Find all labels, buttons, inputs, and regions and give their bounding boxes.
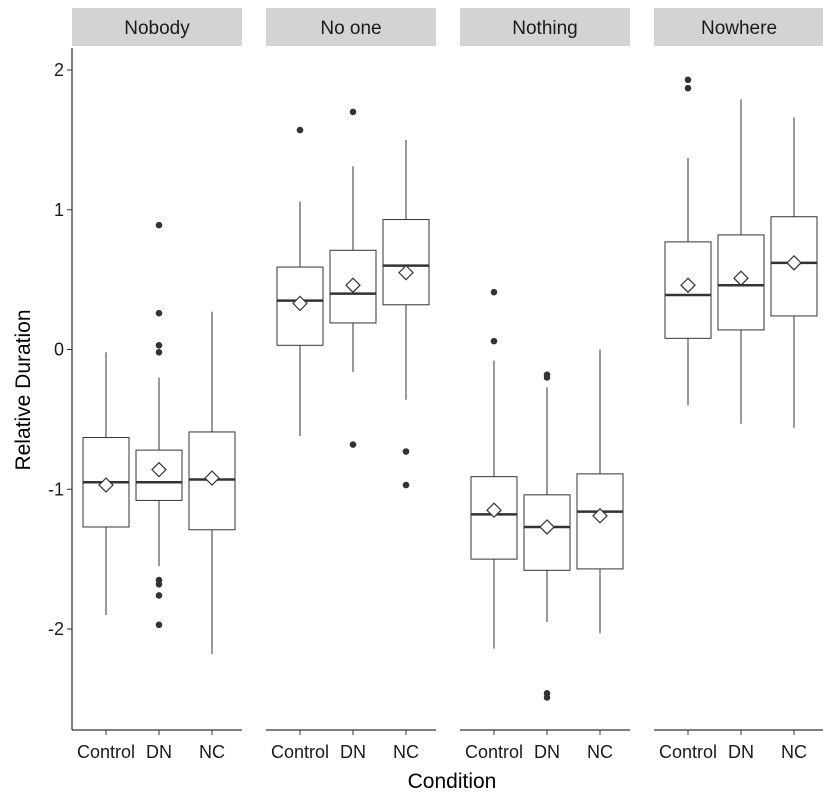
box-group: Control — [271, 126, 329, 762]
outlier-point — [543, 694, 551, 701]
mean-marker — [204, 470, 220, 486]
x-tick-label: NC — [393, 742, 419, 762]
y-axis-title: Relative Duration — [12, 309, 35, 470]
y-tick-label: 0 — [54, 340, 64, 360]
outlier-point — [296, 126, 304, 134]
box-group: DN — [717, 99, 765, 762]
x-tick-label: Control — [659, 742, 717, 762]
mean-marker — [680, 277, 696, 294]
facet-panel: Nobody Control DN NC — [72, 8, 242, 762]
mean-marker — [398, 264, 414, 281]
outlier-point — [155, 621, 163, 629]
box-group: DN — [135, 221, 183, 762]
facet-strip — [266, 8, 436, 46]
x-tick-label: DN — [146, 742, 172, 762]
outlier-point — [490, 337, 498, 345]
x-axis-title: Condition — [408, 770, 497, 793]
x-tick-label: DN — [728, 742, 754, 762]
outlier-point — [684, 76, 692, 84]
x-tick-label: Control — [271, 742, 329, 762]
x-tick-label: Control — [77, 742, 135, 762]
outlier-point — [349, 441, 357, 448]
facet-strip — [460, 8, 630, 46]
outlier-point — [402, 481, 410, 489]
y-tick-label: 1 — [54, 200, 64, 220]
box-group: NC — [576, 349, 624, 762]
mean-marker — [733, 270, 749, 287]
box-group: DN — [329, 108, 377, 762]
x-tick-label: DN — [340, 742, 366, 762]
facet-strip-label: Nowhere — [701, 18, 777, 39]
box-group: Control — [659, 76, 717, 762]
mean-marker — [539, 519, 555, 535]
y-tick-label: 2 — [54, 60, 64, 80]
x-tick-label: Control — [465, 742, 523, 762]
outlier-point — [155, 221, 163, 229]
x-tick-label: DN — [534, 742, 560, 762]
facet-panel: Nowhere Control DN NC — [654, 8, 823, 762]
outlier-point — [155, 309, 163, 317]
outlier-point — [684, 84, 692, 92]
facet-panel: No one Control DN NC — [266, 8, 436, 762]
y-tick-label: -2 — [48, 619, 64, 639]
facet-strip — [654, 8, 823, 46]
box-iqr — [770, 216, 818, 317]
facet-strip-label: No one — [320, 18, 381, 39]
outlier-point — [543, 374, 551, 381]
mean-marker — [151, 461, 167, 478]
mean-marker — [592, 507, 608, 524]
mean-marker — [98, 477, 114, 493]
mean-marker — [786, 255, 802, 271]
x-tick-label: NC — [781, 742, 807, 762]
facet-strip-label: Nothing — [512, 18, 578, 39]
y-tick-label: -1 — [48, 479, 64, 499]
box-group: NC — [770, 117, 818, 762]
outlier-point — [402, 448, 410, 455]
outlier-point — [155, 342, 163, 349]
box-group: NC — [382, 139, 430, 762]
mean-marker — [292, 295, 308, 312]
box-iqr — [382, 219, 430, 306]
mean-marker — [345, 277, 361, 294]
box-group: DN — [523, 371, 571, 762]
facet-strip-label: Nobody — [124, 18, 190, 39]
box-group: NC — [188, 311, 236, 762]
outlier-point — [155, 580, 163, 588]
outlier-point — [155, 348, 163, 356]
x-tick-label: NC — [199, 742, 225, 762]
mean-marker — [486, 502, 502, 519]
box-group: Control — [465, 288, 523, 762]
outlier-point — [490, 288, 498, 296]
facet-panel: Nothing Control DN NC — [460, 8, 630, 762]
facet-strip — [72, 8, 242, 46]
outlier-point — [155, 592, 163, 599]
box-group: Control — [77, 352, 135, 762]
x-tick-label: NC — [587, 742, 613, 762]
outlier-point — [349, 108, 357, 116]
